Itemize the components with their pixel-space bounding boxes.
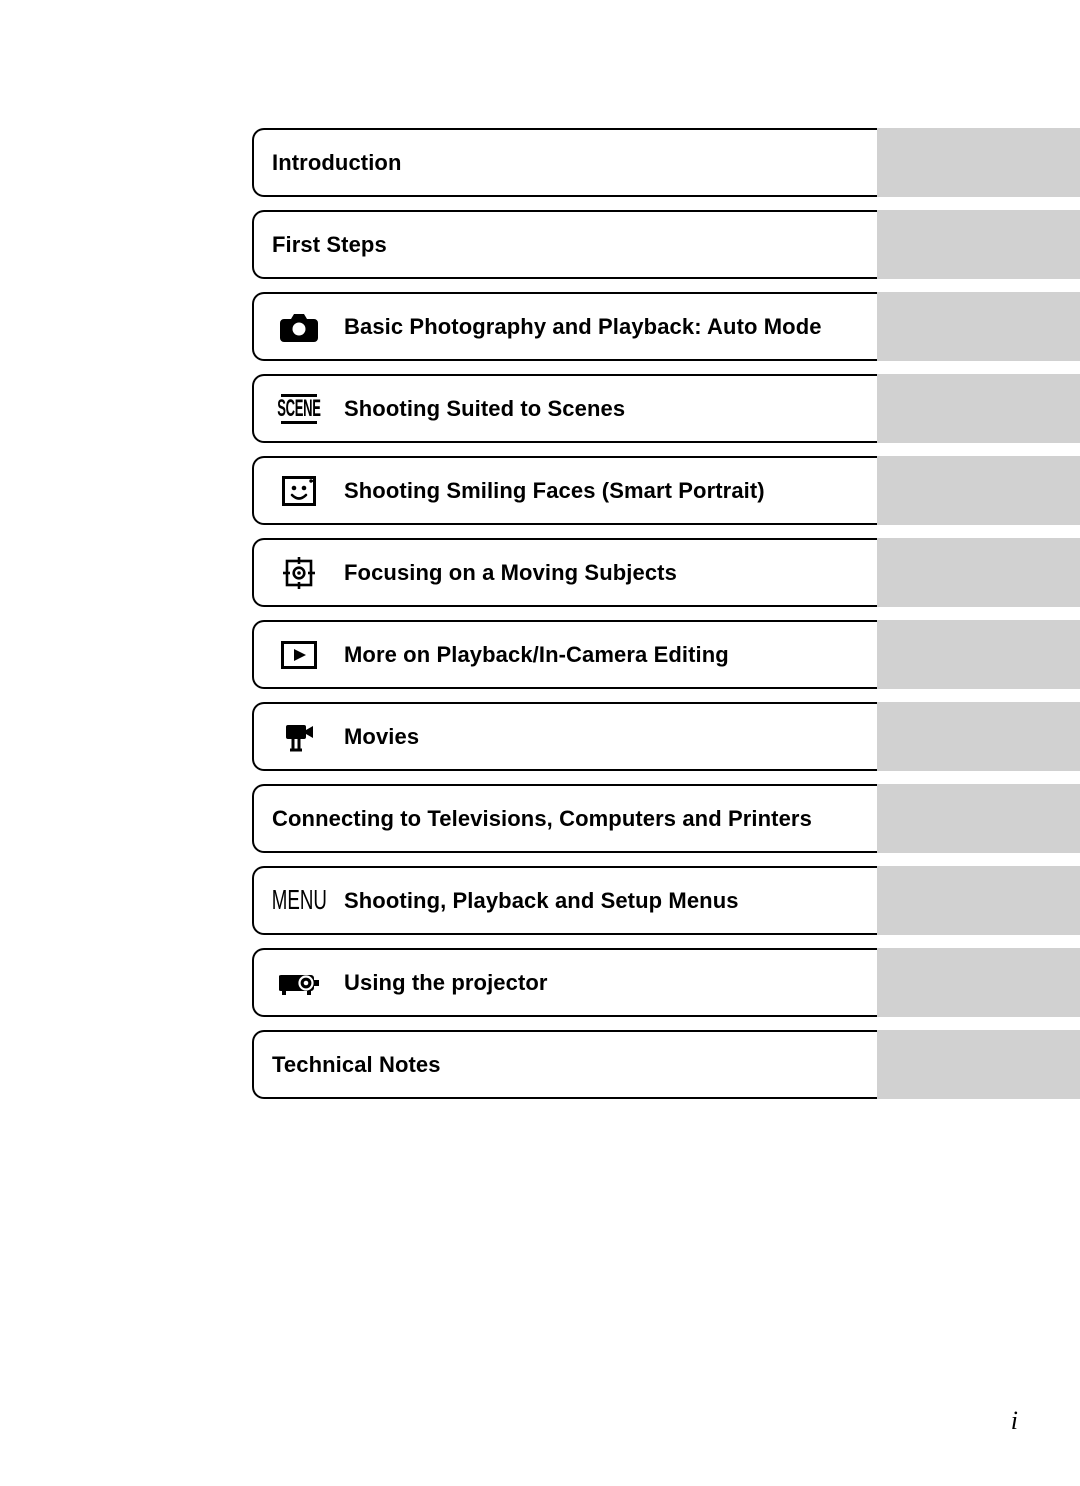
toc-label: Shooting Suited to Scenes	[344, 396, 625, 422]
toc-row[interactable]: Movies	[252, 702, 1080, 771]
page: Introduction First Steps Basic Photograp…	[0, 0, 1080, 1486]
scene-icon-text: SCENE	[277, 395, 320, 423]
toc-pill: Basic Photography and Playback: Auto Mod…	[252, 292, 877, 361]
toc-pill: First Steps	[252, 210, 877, 279]
toc-label: More on Playback/In-Camera Editing	[344, 642, 729, 668]
scene-icon: SCENE	[254, 394, 344, 424]
toc-pill: Using the projector	[252, 948, 877, 1017]
toc-tab	[877, 210, 1080, 279]
toc-label: First Steps	[254, 232, 387, 258]
projector-icon	[254, 970, 344, 996]
toc-pill: MENU Shooting, Playback and Setup Menus	[252, 866, 877, 935]
toc-pill: Focusing on a Moving Subjects	[252, 538, 877, 607]
toc-row[interactable]: Focusing on a Moving Subjects	[252, 538, 1080, 607]
toc-tab	[877, 456, 1080, 525]
toc-label: Technical Notes	[254, 1052, 441, 1078]
toc-tab	[877, 538, 1080, 607]
toc-pill: Introduction	[252, 128, 877, 197]
toc-label: Shooting, Playback and Setup Menus	[344, 888, 739, 914]
toc-tab	[877, 702, 1080, 771]
toc-label: Basic Photography and Playback: Auto Mod…	[344, 314, 822, 340]
toc-pill: Connecting to Televisions, Computers and…	[252, 784, 877, 853]
toc-tab	[877, 784, 1080, 853]
camera-icon	[254, 312, 344, 342]
toc-pill: Movies	[252, 702, 877, 771]
toc-pill: SCENE Shooting Suited to Scenes	[252, 374, 877, 443]
toc-row[interactable]: Introduction	[252, 128, 1080, 197]
toc-tab	[877, 948, 1080, 1017]
toc-tab	[877, 292, 1080, 361]
toc-row[interactable]: Basic Photography and Playback: Auto Mod…	[252, 292, 1080, 361]
toc-label: Shooting Smiling Faces (Smart Portrait)	[344, 478, 765, 504]
toc-label: Connecting to Televisions, Computers and…	[254, 806, 812, 832]
toc-row[interactable]: More on Playback/In-Camera Editing	[252, 620, 1080, 689]
toc-row[interactable]: Connecting to Televisions, Computers and…	[252, 784, 1080, 853]
movie-icon	[254, 722, 344, 752]
smile-icon	[254, 476, 344, 506]
toc-label: Introduction	[254, 150, 402, 176]
toc-tab	[877, 374, 1080, 443]
toc-label: Using the projector	[344, 970, 548, 996]
toc-row[interactable]: Technical Notes	[252, 1030, 1080, 1099]
toc-label: Movies	[344, 724, 419, 750]
toc-tab	[877, 1030, 1080, 1099]
toc-pill: More on Playback/In-Camera Editing	[252, 620, 877, 689]
target-icon	[254, 557, 344, 589]
toc-label: Focusing on a Moving Subjects	[344, 560, 677, 586]
menu-icon-text: MENU	[271, 884, 326, 916]
toc-row[interactable]: First Steps	[252, 210, 1080, 279]
table-of-contents: Introduction First Steps Basic Photograp…	[252, 128, 1080, 1112]
toc-tab	[877, 128, 1080, 197]
toc-row[interactable]: Using the projector	[252, 948, 1080, 1017]
toc-tab	[877, 866, 1080, 935]
toc-row[interactable]: SCENE Shooting Suited to Scenes	[252, 374, 1080, 443]
toc-row[interactable]: MENU Shooting, Playback and Setup Menus	[252, 866, 1080, 935]
playback-icon	[254, 641, 344, 669]
toc-pill: Shooting Smiling Faces (Smart Portrait)	[252, 456, 877, 525]
toc-pill: Technical Notes	[252, 1030, 877, 1099]
toc-row[interactable]: Shooting Smiling Faces (Smart Portrait)	[252, 456, 1080, 525]
page-number: i	[1011, 1406, 1018, 1436]
menu-icon: MENU	[254, 887, 344, 915]
toc-tab	[877, 620, 1080, 689]
